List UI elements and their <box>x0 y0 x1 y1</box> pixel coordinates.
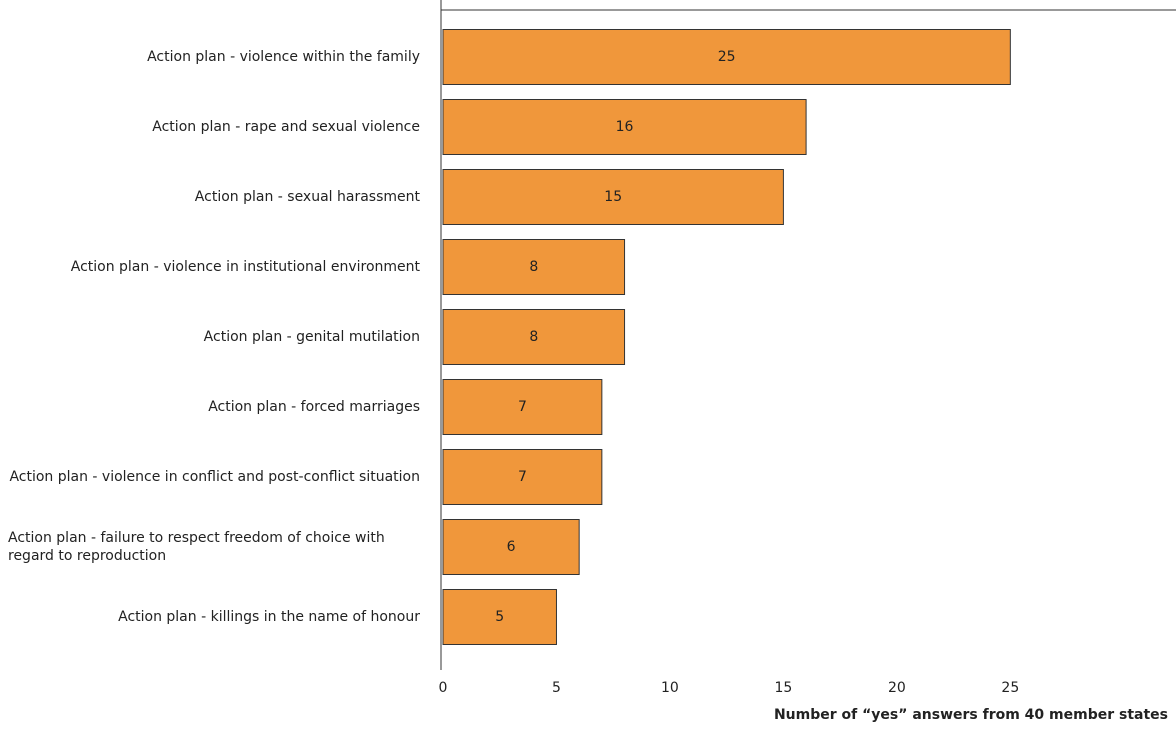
x-axis-label: Number of “yes” answers from 40 member s… <box>773 707 1168 723</box>
y-tick-label: Action plan - forced marriages <box>208 399 420 415</box>
y-tick-label-box: Action plan - genital mutilation <box>8 312 420 362</box>
bar <box>442 309 626 365</box>
y-tick-label-box: Action plan - forced marriages <box>8 382 420 432</box>
x-tick-label: 15 <box>774 680 792 696</box>
bar <box>442 169 784 225</box>
y-tick-label-box: Action plan - violence in conflict and p… <box>8 452 420 502</box>
y-tick-label: Action plan - sexual harassment <box>194 189 420 205</box>
y-tick-label-box: Action plan - rape and sexual violence <box>8 102 420 152</box>
data-label: 7 <box>518 399 527 415</box>
bar <box>442 379 603 435</box>
y-tick-label: Action plan - violence within the family <box>147 49 420 65</box>
bar <box>442 449 603 505</box>
bar <box>442 519 580 575</box>
bar <box>442 99 807 155</box>
y-tick-label: Action plan - rape and sexual violence <box>152 119 420 135</box>
bar <box>442 589 557 645</box>
bar <box>442 29 1011 85</box>
y-tick-label: Action plan - violence in conflict and p… <box>9 469 420 485</box>
y-tick-label: Action plan - genital mutilation <box>203 329 420 345</box>
y-tick-label-box: Action plan - violence within the family <box>8 32 420 82</box>
y-tick-label-box: Action plan - killings in the name of ho… <box>8 592 420 642</box>
data-label: 16 <box>616 119 634 135</box>
data-label: 8 <box>529 259 538 275</box>
data-label: 15 <box>604 189 622 205</box>
x-tick-label: 20 <box>888 680 906 696</box>
y-tick-label: Action plan - killings in the name of ho… <box>118 609 420 625</box>
y-tick-label-box: Action plan - failure to respect freedom… <box>8 522 420 572</box>
y-tick-label: Action plan - violence in institutional … <box>70 259 420 275</box>
y-tick-label-box: Action plan - violence in institutional … <box>8 242 420 292</box>
x-tick-label: 5 <box>552 680 561 696</box>
y-tick-label-box: Action plan - sexual harassment <box>8 172 420 222</box>
data-label: 8 <box>529 329 538 345</box>
data-label: 6 <box>507 539 516 555</box>
y-tick-label: Action plan - failure to respect freedom… <box>8 530 385 564</box>
x-tick-label: 10 <box>661 680 679 696</box>
data-label: 25 <box>718 49 736 65</box>
bar <box>442 239 626 295</box>
x-tick-label: 25 <box>1001 680 1019 696</box>
data-label: 5 <box>495 609 504 625</box>
data-label: 7 <box>518 469 527 485</box>
x-tick-label: 0 <box>439 680 448 696</box>
